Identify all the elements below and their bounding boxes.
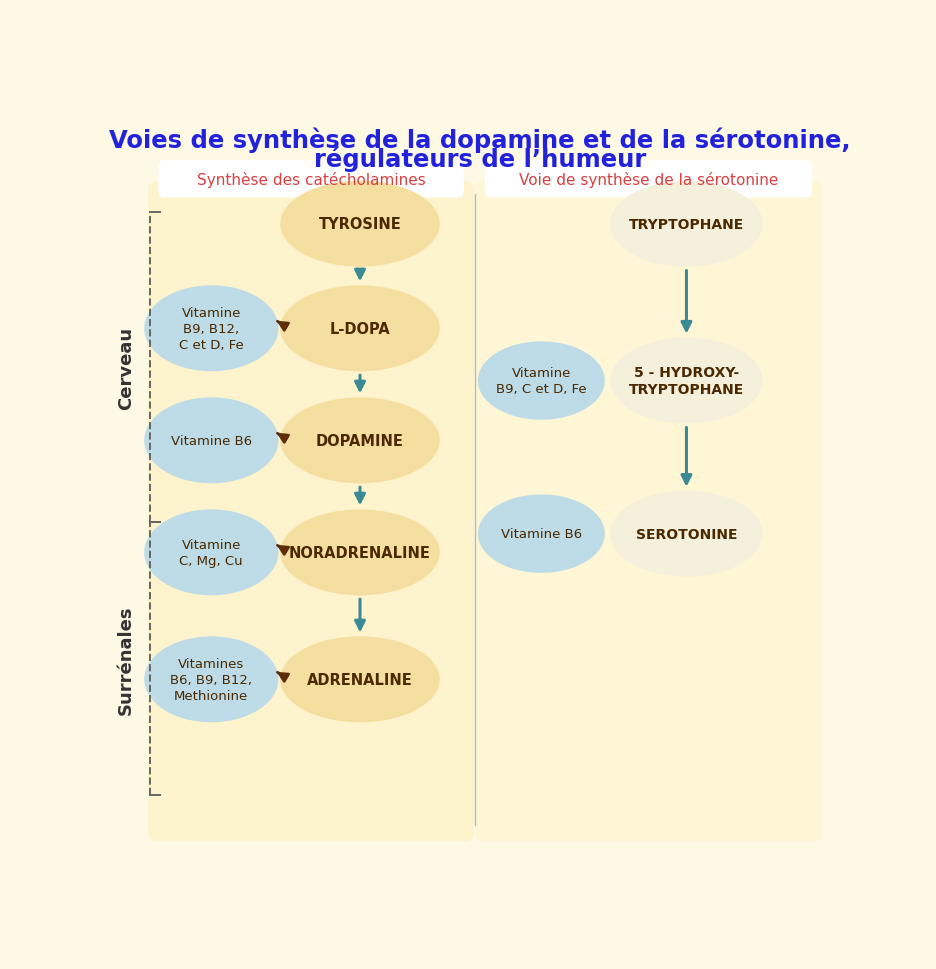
- Ellipse shape: [610, 181, 763, 267]
- Ellipse shape: [144, 510, 278, 596]
- Ellipse shape: [610, 338, 763, 424]
- Text: TRYPTOPHANE: TRYPTOPHANE: [629, 217, 744, 232]
- Ellipse shape: [144, 637, 278, 723]
- Ellipse shape: [280, 398, 440, 484]
- Text: TYROSINE: TYROSINE: [318, 217, 402, 232]
- Text: Surrénales: Surrénales: [117, 605, 135, 714]
- Text: DOPAMINE: DOPAMINE: [316, 433, 404, 449]
- FancyBboxPatch shape: [158, 161, 463, 199]
- Ellipse shape: [144, 398, 278, 484]
- Text: 5 - HYDROXY-
TRYPTOPHANE: 5 - HYDROXY- TRYPTOPHANE: [629, 365, 744, 396]
- Text: Vitamine
C, Mg, Cu: Vitamine C, Mg, Cu: [180, 539, 243, 567]
- Ellipse shape: [144, 286, 278, 372]
- Text: Vitamine B6: Vitamine B6: [170, 434, 252, 448]
- Text: Cerveau: Cerveau: [117, 327, 135, 410]
- Text: Vitamine B6: Vitamine B6: [501, 527, 582, 541]
- Ellipse shape: [478, 342, 605, 421]
- Text: Voies de synthèse de la dopamine et de la sérotonine,: Voies de synthèse de la dopamine et de l…: [109, 127, 851, 153]
- Text: Vitamines
B6, B9, B12,
Methionine: Vitamines B6, B9, B12, Methionine: [170, 657, 253, 703]
- Text: Synthèse des catécholamines: Synthèse des catécholamines: [197, 172, 426, 188]
- Text: NORADRENALINE: NORADRENALINE: [289, 546, 431, 560]
- Text: Vitamine
B9, C et D, Fe: Vitamine B9, C et D, Fe: [496, 366, 587, 395]
- Text: Vitamine
B9, B12,
C et D, Fe: Vitamine B9, B12, C et D, Fe: [179, 306, 243, 352]
- Text: SEROTONINE: SEROTONINE: [636, 527, 738, 541]
- FancyBboxPatch shape: [148, 182, 474, 841]
- Text: régulateurs de l’humeur: régulateurs de l’humeur: [314, 147, 646, 172]
- Ellipse shape: [610, 491, 763, 577]
- Ellipse shape: [280, 637, 440, 723]
- Text: L-DOPA: L-DOPA: [329, 322, 390, 336]
- Ellipse shape: [280, 181, 440, 267]
- Text: ADRENALINE: ADRENALINE: [307, 672, 413, 687]
- FancyBboxPatch shape: [475, 182, 822, 841]
- FancyBboxPatch shape: [485, 161, 812, 199]
- Ellipse shape: [478, 495, 605, 574]
- Text: Voie de synthèse de la sérotonine: Voie de synthèse de la sérotonine: [519, 172, 778, 188]
- Ellipse shape: [280, 510, 440, 596]
- Ellipse shape: [280, 286, 440, 372]
